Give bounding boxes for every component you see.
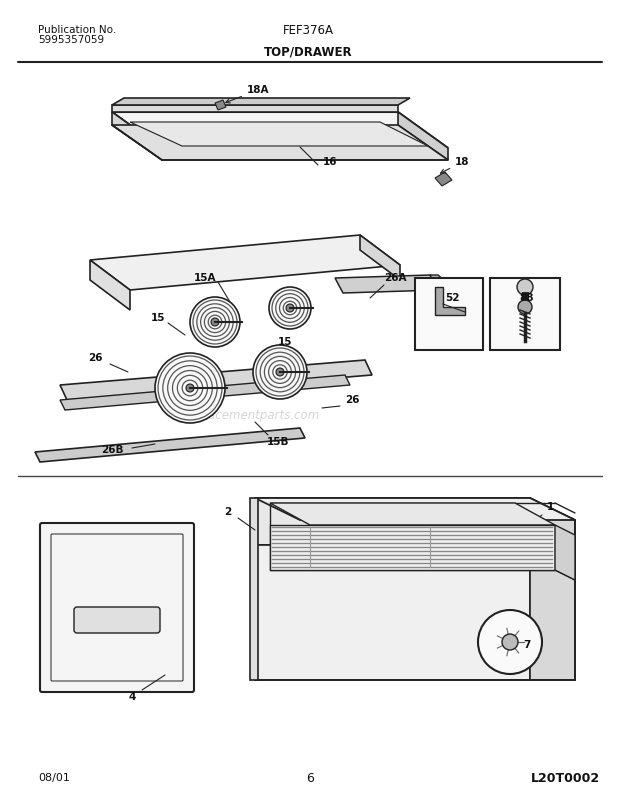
Circle shape bbox=[253, 345, 307, 399]
Text: Publication No.: Publication No. bbox=[38, 25, 117, 35]
Text: 2: 2 bbox=[224, 507, 232, 517]
Text: 88: 88 bbox=[520, 293, 534, 303]
Text: 1: 1 bbox=[546, 502, 554, 512]
Circle shape bbox=[517, 279, 533, 295]
Text: 6: 6 bbox=[306, 772, 314, 784]
Text: 08/01: 08/01 bbox=[38, 773, 70, 783]
Polygon shape bbox=[255, 545, 530, 680]
Text: 18: 18 bbox=[441, 157, 469, 173]
Text: 52: 52 bbox=[445, 293, 459, 303]
Polygon shape bbox=[255, 498, 530, 545]
FancyBboxPatch shape bbox=[74, 607, 160, 633]
Circle shape bbox=[276, 368, 284, 376]
Polygon shape bbox=[112, 112, 162, 160]
Polygon shape bbox=[360, 235, 400, 280]
Polygon shape bbox=[435, 287, 465, 315]
Polygon shape bbox=[255, 545, 575, 580]
Circle shape bbox=[186, 384, 194, 392]
Polygon shape bbox=[270, 503, 555, 525]
Circle shape bbox=[211, 318, 219, 326]
Polygon shape bbox=[398, 112, 448, 160]
Polygon shape bbox=[555, 525, 575, 580]
Polygon shape bbox=[112, 98, 410, 105]
Text: FEF376A: FEF376A bbox=[283, 24, 334, 37]
Polygon shape bbox=[60, 375, 350, 410]
Circle shape bbox=[518, 300, 532, 314]
Circle shape bbox=[190, 297, 240, 347]
Text: 5995357059: 5995357059 bbox=[38, 35, 104, 45]
Text: 18A: 18A bbox=[226, 85, 269, 103]
Polygon shape bbox=[130, 122, 428, 146]
Text: 16: 16 bbox=[323, 157, 337, 167]
Text: 15: 15 bbox=[278, 337, 292, 347]
Text: 15A: 15A bbox=[193, 273, 216, 283]
Text: 15: 15 bbox=[151, 313, 166, 323]
Polygon shape bbox=[250, 498, 258, 680]
Polygon shape bbox=[35, 428, 305, 462]
Circle shape bbox=[155, 353, 225, 423]
Polygon shape bbox=[112, 112, 448, 148]
Text: 26: 26 bbox=[345, 395, 359, 405]
Text: 4: 4 bbox=[128, 692, 136, 702]
Text: 15B: 15B bbox=[267, 437, 290, 447]
Text: 26A: 26A bbox=[384, 273, 406, 283]
FancyBboxPatch shape bbox=[40, 523, 194, 692]
Text: L20T0002: L20T0002 bbox=[531, 772, 600, 784]
Bar bbox=[490, 278, 560, 350]
Text: 7: 7 bbox=[523, 640, 531, 650]
Polygon shape bbox=[215, 100, 226, 110]
Polygon shape bbox=[112, 105, 398, 112]
Text: 26: 26 bbox=[88, 353, 102, 363]
Polygon shape bbox=[435, 172, 452, 186]
Circle shape bbox=[478, 610, 542, 674]
Text: TOP/DRAWER: TOP/DRAWER bbox=[264, 45, 352, 59]
Circle shape bbox=[269, 287, 311, 329]
Circle shape bbox=[286, 304, 294, 312]
Text: eplacementparts.com: eplacementparts.com bbox=[190, 408, 320, 422]
Polygon shape bbox=[112, 125, 448, 160]
Polygon shape bbox=[430, 275, 450, 290]
Polygon shape bbox=[530, 545, 575, 680]
Text: 26B: 26B bbox=[100, 445, 123, 455]
Circle shape bbox=[502, 634, 518, 650]
Polygon shape bbox=[255, 498, 575, 520]
Polygon shape bbox=[270, 525, 555, 570]
Polygon shape bbox=[335, 275, 438, 293]
Polygon shape bbox=[530, 498, 575, 580]
Polygon shape bbox=[90, 260, 130, 310]
Polygon shape bbox=[60, 360, 372, 400]
Polygon shape bbox=[90, 235, 400, 290]
Bar bbox=[415, 278, 483, 350]
